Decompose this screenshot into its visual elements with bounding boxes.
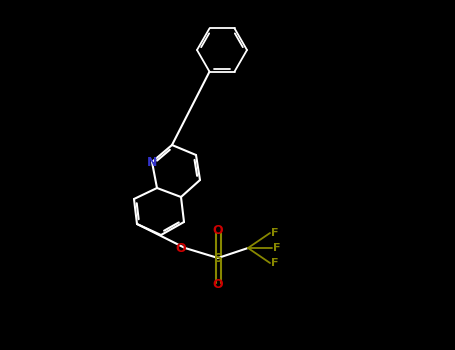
Text: O: O — [212, 279, 223, 292]
Text: N: N — [147, 155, 157, 168]
Text: S: S — [213, 252, 222, 265]
Text: F: F — [273, 243, 281, 253]
Text: F: F — [271, 228, 279, 238]
Text: F: F — [271, 258, 279, 268]
Text: O: O — [176, 241, 186, 254]
Text: O: O — [212, 224, 223, 238]
